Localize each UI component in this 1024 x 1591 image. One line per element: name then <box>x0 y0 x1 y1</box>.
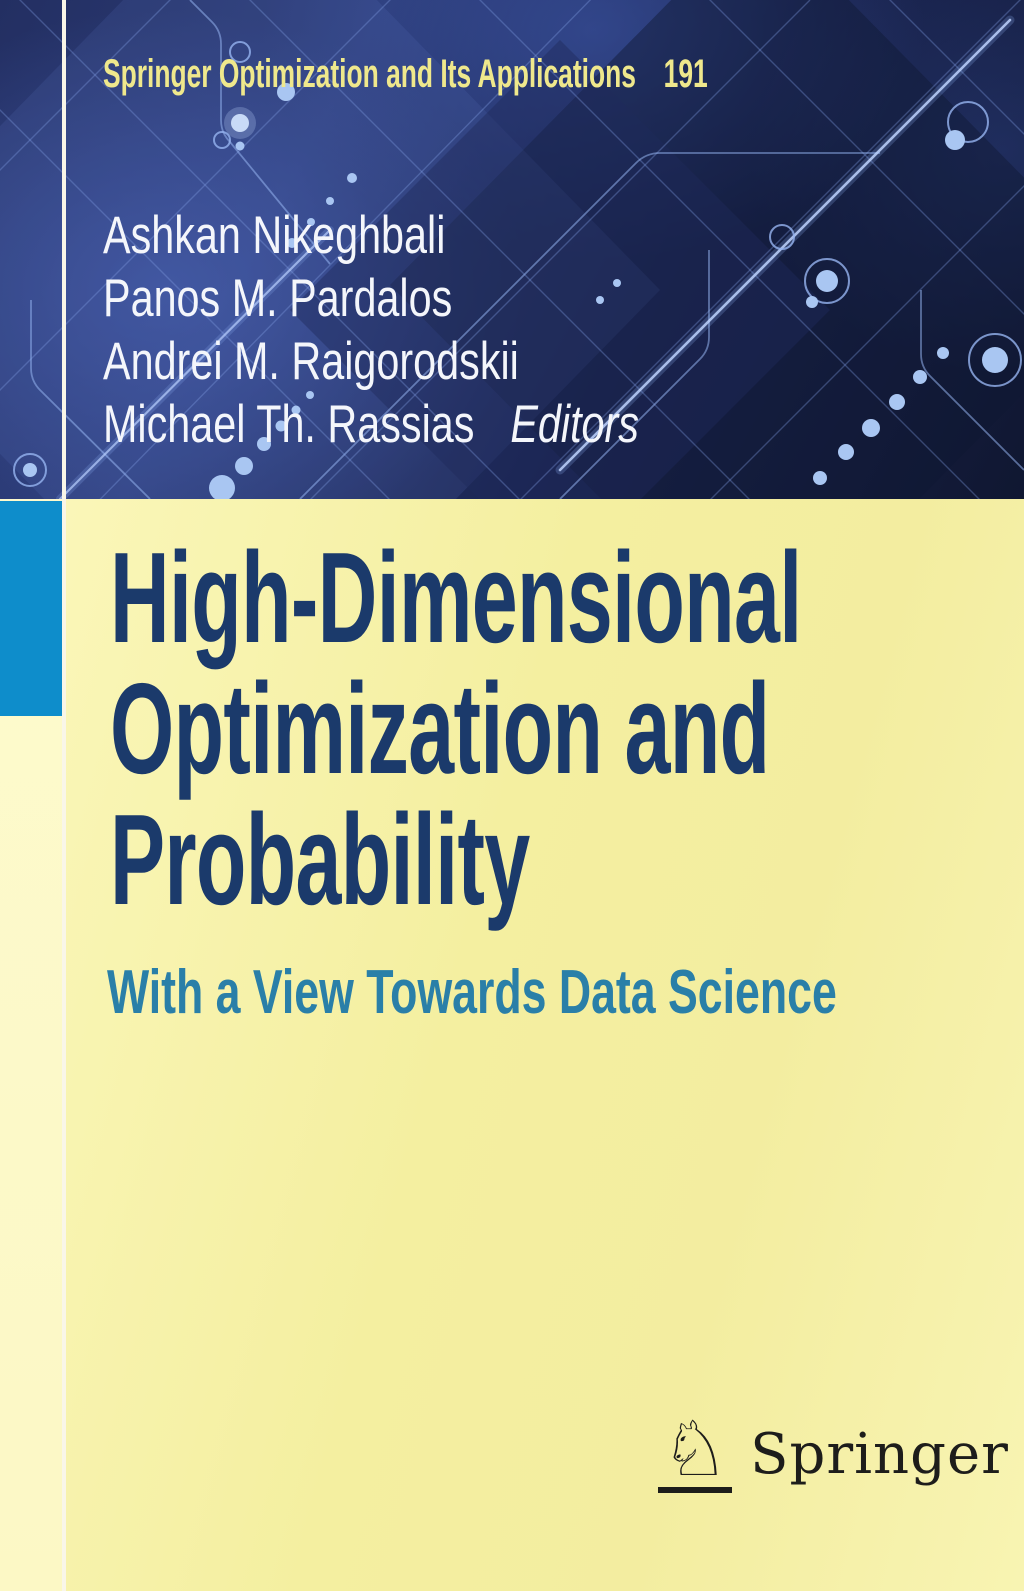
editor-name: Michael Th. Rassias <box>103 395 475 454</box>
publisher-name: Springer <box>750 1421 1009 1487</box>
series-title: Springer Optimization and Its Applicatio… <box>103 52 636 96</box>
book-title-line: Optimization and <box>110 657 770 801</box>
banner-background: Springer Optimization and Its Applicatio… <box>0 0 1024 499</box>
series-number: 191 <box>663 52 708 96</box>
title-panel-background <box>0 499 1024 1591</box>
circuit-pattern <box>0 0 1024 499</box>
series-title-row: Springer Optimization and Its Applicatio… <box>103 54 708 94</box>
book-title-line: Probability <box>110 788 530 932</box>
cyan-accent-block <box>0 501 62 716</box>
editor-name-last: Michael Th. Rassias Editors <box>103 393 639 456</box>
springer-knight-icon: ♘ <box>658 1411 733 1493</box>
editors-label: Editors <box>510 395 639 454</box>
book-title-line: High-Dimensional <box>110 526 802 670</box>
editor-name: Andrei M. Raigorodskii <box>103 332 519 391</box>
publisher-logo: ♘ Springer <box>658 1411 1009 1493</box>
book-title: High-Dimensional Optimization and Probab… <box>110 533 1024 926</box>
editor-name: Ashkan Nikeghbali <box>103 206 446 265</box>
editors-block: Ashkan Nikeghbali Panos M. Pardalos Andr… <box>103 204 639 456</box>
book-subtitle: With a View Towards Data Science <box>107 958 837 1027</box>
editor-name: Panos M. Pardalos <box>103 269 453 328</box>
spine-divider-line <box>62 0 66 1591</box>
